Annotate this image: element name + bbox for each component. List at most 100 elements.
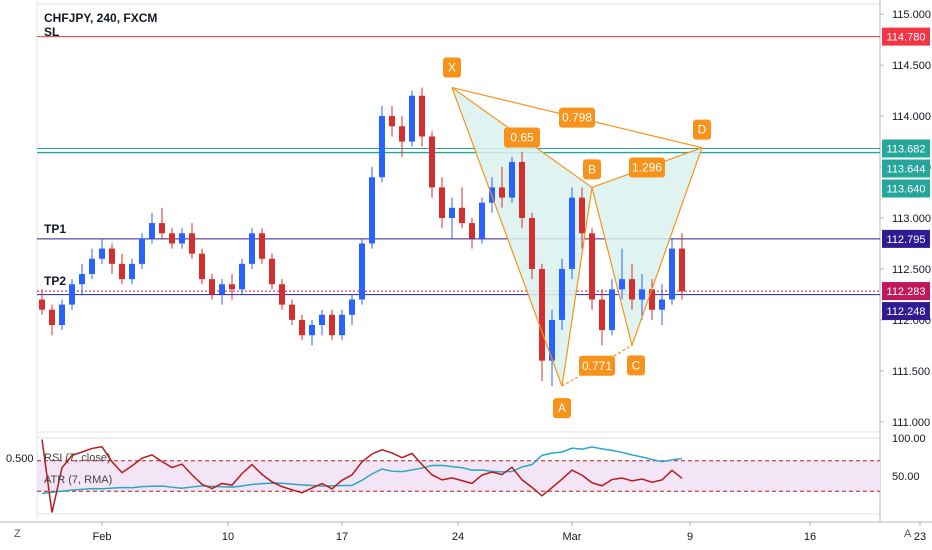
price-tag-bg xyxy=(882,229,930,248)
candle-body xyxy=(349,299,355,315)
price-tag-bg xyxy=(882,282,930,301)
candle-body xyxy=(629,279,635,300)
candle-body xyxy=(649,289,655,310)
candle-body xyxy=(219,284,225,295)
level-text-TP2: TP2 xyxy=(44,274,66,288)
ratio-label: 0.771 xyxy=(582,359,612,373)
candle-body xyxy=(439,187,445,218)
candle-body xyxy=(109,248,115,264)
candle-body xyxy=(329,314,335,336)
candle-body xyxy=(589,233,595,300)
candle-body xyxy=(209,279,215,295)
time-tick-label: 10 xyxy=(222,531,234,543)
candle-body xyxy=(449,207,455,218)
candle-body xyxy=(529,218,535,269)
candle-body xyxy=(189,233,195,254)
candle-body xyxy=(659,299,665,310)
price-tag-bg xyxy=(882,159,930,178)
ratio-label: 0.65 xyxy=(510,130,534,144)
scale-auto-button[interactable]: A xyxy=(904,528,912,540)
pattern-point-label-A: A xyxy=(558,401,566,415)
candle-body xyxy=(179,233,185,244)
candle-body xyxy=(359,243,365,300)
price-tick-label: 112.500 xyxy=(892,264,931,276)
pattern-point-label-X: X xyxy=(448,61,456,75)
price-tag-113.640: 113.640 xyxy=(887,184,926,196)
scale-left-button[interactable]: Z xyxy=(14,528,21,540)
time-tick-label: Mar xyxy=(563,531,582,543)
pattern-point-label-C: C xyxy=(632,358,641,372)
indicator-tick-label: 100.00 xyxy=(892,433,926,445)
candle-body xyxy=(579,197,585,234)
candle-body xyxy=(99,248,105,259)
candle-body xyxy=(119,263,125,280)
candle-body xyxy=(429,136,435,188)
sl-line-label: SL xyxy=(44,25,60,39)
candle-body xyxy=(139,238,145,264)
candle-body xyxy=(49,309,55,325)
ratio-label: 0.798 xyxy=(562,111,592,125)
candle-body xyxy=(549,319,555,361)
candle-body xyxy=(479,202,485,239)
candle-body xyxy=(639,289,645,300)
price-tick-label: 111.000 xyxy=(892,417,930,429)
candle-body xyxy=(519,161,525,218)
candle-body xyxy=(259,233,265,259)
candle-body xyxy=(399,126,405,142)
rsi-indicator-label[interactable]: RSI (7, close) xyxy=(44,452,111,464)
indicator-tick-label: 50.00 xyxy=(892,471,920,483)
pattern-point-box-A xyxy=(553,398,571,419)
time-tick-label: Feb xyxy=(93,531,112,543)
candle-body xyxy=(669,248,675,300)
candle-body xyxy=(199,253,205,280)
candle-body xyxy=(269,258,275,285)
pattern-point-box-X xyxy=(443,57,461,78)
candle-body xyxy=(369,177,375,244)
candle-body xyxy=(569,197,575,269)
price-tag-112.795: 112.795 xyxy=(887,234,926,246)
candle-body xyxy=(169,233,175,244)
pattern-point-box-D xyxy=(693,119,711,140)
candle-body xyxy=(539,268,545,361)
candle-body xyxy=(409,95,415,142)
candle-body xyxy=(249,233,255,264)
ratio-box xyxy=(579,355,615,376)
price-tag-bg xyxy=(882,27,930,46)
price-tick-label: 115.000 xyxy=(892,9,931,21)
indicator-left-value: 0.500 xyxy=(6,453,34,465)
price-tick-label: 111.500 xyxy=(892,366,930,378)
price-tag-bg xyxy=(882,179,930,198)
candle-body xyxy=(149,223,155,239)
symbol-title[interactable]: CHFJPY, 240, FXCM xyxy=(44,11,158,25)
rsi-line xyxy=(41,439,683,513)
price-tag-113.682: 113.682 xyxy=(887,144,926,156)
candle-body xyxy=(289,304,295,320)
level-text-TP1: TP1 xyxy=(44,222,66,236)
price-tick-label: 113.000 xyxy=(892,213,931,225)
ratio-box xyxy=(559,107,595,128)
atr-indicator-label[interactable]: ATR (7, RMA) xyxy=(44,474,113,486)
candle-body xyxy=(279,284,285,305)
pattern-leg-CD xyxy=(631,147,703,346)
candle-body xyxy=(309,325,315,336)
time-tick-label: 23 xyxy=(914,531,926,543)
candle-body xyxy=(69,284,75,305)
candle-body xyxy=(419,95,425,137)
ratio-label: 1.296 xyxy=(632,161,662,175)
price-tick-label: 114.000 xyxy=(892,111,931,123)
price-tag-112.248: 112.248 xyxy=(887,306,926,318)
candle-body xyxy=(499,187,505,198)
price-tag-bg xyxy=(882,302,930,321)
candle-body xyxy=(39,299,45,310)
pattern-leg-XA xyxy=(451,87,563,387)
pattern-point-label-B: B xyxy=(588,162,596,176)
pattern-xab-fill xyxy=(452,87,592,387)
price-tag-114.780: 114.780 xyxy=(887,32,926,44)
candle-body xyxy=(459,207,465,224)
candle-body xyxy=(619,279,625,290)
candle-body xyxy=(79,274,85,285)
price-tag-bg xyxy=(882,139,930,158)
pattern-point-label-D: D xyxy=(698,123,707,137)
